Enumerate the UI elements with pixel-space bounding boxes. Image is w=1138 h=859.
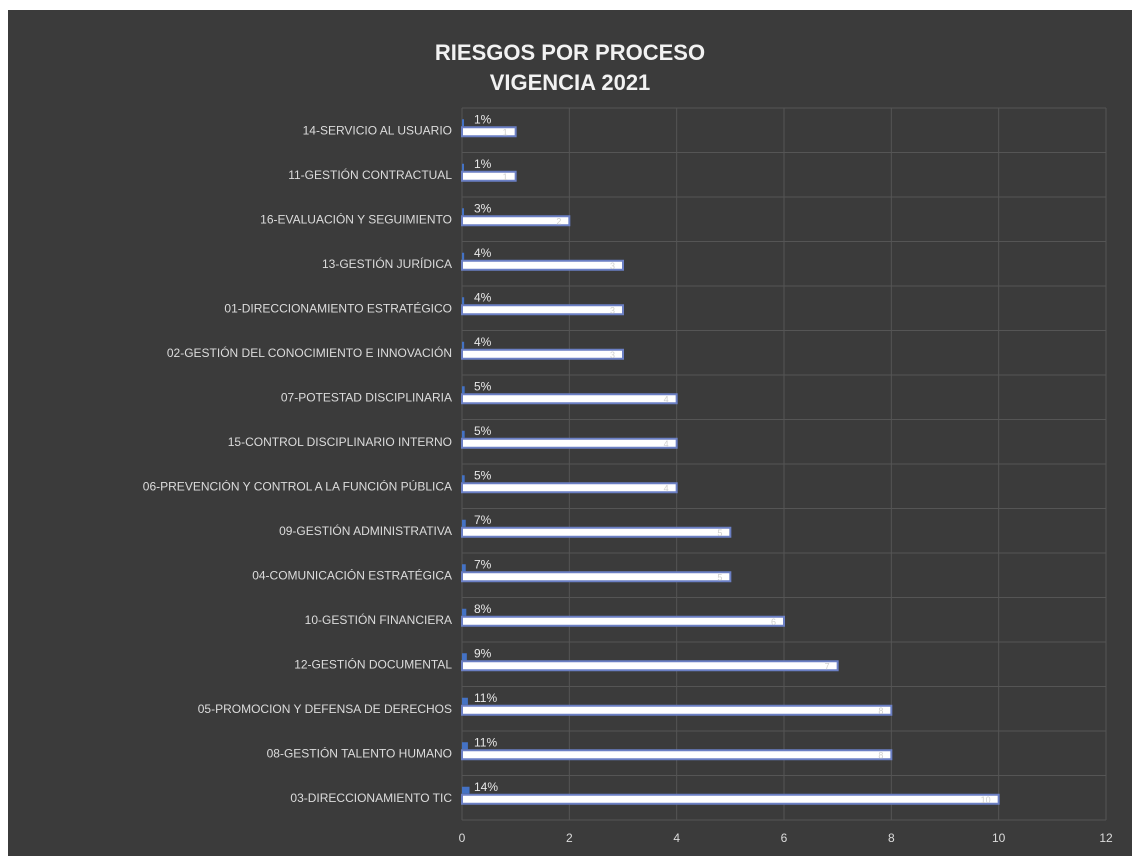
category-label: 11-GESTIÓN CONTRACTUAL xyxy=(288,167,452,182)
category-label: 15-CONTROL DISCIPLINARIO INTERNO xyxy=(228,435,452,449)
category-label: 09-GESTIÓN ADMINISTRATIVA xyxy=(279,523,452,538)
value-label: 4 xyxy=(664,394,669,404)
percent-label: 11% xyxy=(474,735,497,749)
x-tick-label: 0 xyxy=(459,831,466,845)
share-bar xyxy=(462,786,470,794)
x-tick-label: 8 xyxy=(888,831,895,845)
value-bar xyxy=(461,793,1000,805)
x-tick-label: 4 xyxy=(673,831,680,845)
category-label: 01-DIRECCIONAMIENTO ESTRATÉGICO xyxy=(224,300,452,315)
category-label: 08-GESTIÓN TALENTO HUMANO xyxy=(267,745,452,760)
share-bar xyxy=(462,341,465,349)
chart-title: RIESGOS POR PROCESO VIGENCIA 2021 xyxy=(8,38,1132,98)
category-label: 14-SERVICIO AL USUARIO xyxy=(303,123,452,137)
value-label: 3 xyxy=(610,261,615,271)
percent-label: 4% xyxy=(474,335,492,349)
category-label: 12-GESTIÓN DOCUMENTAL xyxy=(294,656,452,671)
percent-label: 4% xyxy=(474,246,492,260)
value-label: 6 xyxy=(771,617,776,627)
value-bar xyxy=(461,526,732,538)
percent-label: 11% xyxy=(474,691,497,705)
value-bar xyxy=(461,749,893,761)
share-bar xyxy=(462,519,466,527)
percent-label: 14% xyxy=(474,780,498,794)
value-bar xyxy=(461,348,624,360)
share-bar xyxy=(462,742,468,750)
category-label: 05-PROMOCION Y DEFENSA DE DERECHOS xyxy=(198,702,452,716)
value-bar xyxy=(461,437,678,449)
value-label: 4 xyxy=(664,483,669,493)
value-label: 2 xyxy=(556,216,561,226)
x-tick-label: 12 xyxy=(1099,831,1113,845)
value-bar xyxy=(461,170,517,182)
value-label: 1 xyxy=(503,127,508,137)
value-label: 5 xyxy=(717,572,722,582)
chart-title-line-1: RIESGOS POR PROCESO xyxy=(434,40,706,65)
share-bar xyxy=(462,386,465,394)
value-bar xyxy=(461,660,839,672)
x-tick-label: 2 xyxy=(566,831,573,845)
percent-label: 9% xyxy=(474,646,492,660)
category-label: 13-GESTIÓN JURÍDICA xyxy=(322,256,452,271)
percent-label: 5% xyxy=(474,424,492,438)
share-bar xyxy=(462,297,465,305)
percent-label: 8% xyxy=(474,602,492,616)
x-tick-label: 10 xyxy=(992,831,1006,845)
share-bar xyxy=(462,208,464,216)
category-label: 02-GESTIÓN DEL CONOCIMIENTO E INNOVACIÓN xyxy=(167,345,452,360)
category-label: 07-POTESTAD DISCIPLINARIA xyxy=(281,390,452,404)
share-bar xyxy=(462,430,465,438)
value-label: 1 xyxy=(503,172,508,182)
percent-label: 4% xyxy=(474,290,492,304)
share-bar xyxy=(462,475,465,483)
value-bar xyxy=(461,482,678,494)
share-bar xyxy=(462,653,467,661)
value-label: 10 xyxy=(981,795,991,805)
chart-area: RIESGOS POR PROCESO VIGENCIA 2021 0 2 4 6 8 1… xyxy=(8,10,1132,856)
value-bar xyxy=(461,126,517,138)
share-bar xyxy=(462,119,464,127)
value-label: 8 xyxy=(878,706,883,716)
value-bar xyxy=(461,571,732,583)
percent-label: 1% xyxy=(474,157,492,171)
percent-label: 7% xyxy=(474,557,492,571)
value-label: 5 xyxy=(717,528,722,538)
value-label: 3 xyxy=(610,305,615,315)
percent-label: 7% xyxy=(474,513,492,527)
share-bar xyxy=(462,608,467,616)
value-label: 4 xyxy=(664,439,669,449)
value-bar xyxy=(461,259,624,271)
category-label: 10-GESTIÓN FINANCIERA xyxy=(305,612,452,627)
category-label: 03-DIRECCIONAMIENTO TIC xyxy=(290,791,452,805)
share-bar xyxy=(462,252,465,260)
share-bar xyxy=(462,564,466,572)
value-bar xyxy=(461,704,893,716)
value-bar xyxy=(461,304,624,316)
percent-label: 5% xyxy=(474,379,492,393)
category-label: 16-EVALUACIÓN Y SEGUIMIENTO xyxy=(260,211,452,226)
share-bar xyxy=(462,697,468,705)
x-tick-label: 6 xyxy=(781,831,788,845)
percent-label: 5% xyxy=(474,468,492,482)
share-bar xyxy=(462,163,464,171)
chart-title-line-2: VIGENCIA 2021 xyxy=(489,70,651,95)
percent-label: 3% xyxy=(474,201,492,215)
category-label: 06-PREVENCIÓN Y CONTROL A LA FUNCIÓN PÚB… xyxy=(143,478,452,493)
value-label: 7 xyxy=(825,661,830,671)
category-label: 04-COMUNICACIÓN ESTRATÉGICA xyxy=(252,567,452,582)
value-label: 3 xyxy=(610,350,615,360)
value-bar xyxy=(461,615,785,627)
value-label: 8 xyxy=(878,750,883,760)
value-bar xyxy=(461,393,678,405)
value-bar xyxy=(461,215,571,227)
percent-label: 1% xyxy=(474,112,492,126)
